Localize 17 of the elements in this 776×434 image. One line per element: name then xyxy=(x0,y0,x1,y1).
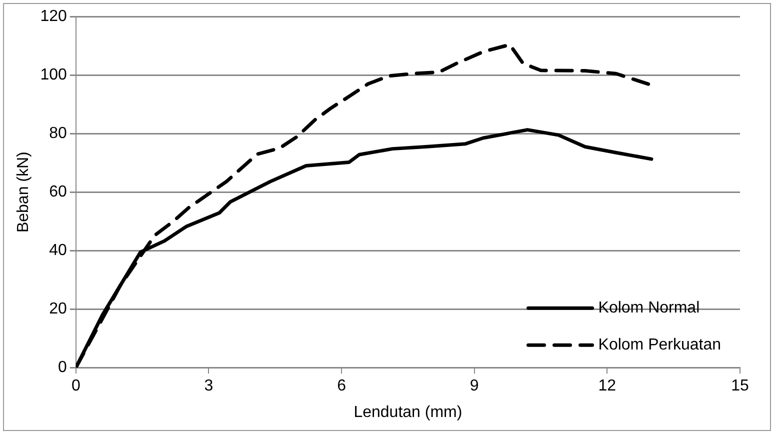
y-axis-title: Beban (kN) xyxy=(15,152,32,233)
legend-label: Kolom Perkuatan xyxy=(598,336,721,354)
x-axis-title: Lendutan (mm) xyxy=(354,404,462,421)
legend-label: Kolom Normal xyxy=(598,300,700,317)
x-tick-label: 12 xyxy=(598,378,616,395)
y-tick-label: 80 xyxy=(49,125,67,142)
x-tick-label: 6 xyxy=(337,378,346,395)
y-tick-label: 100 xyxy=(40,66,67,84)
y-tick-label: 40 xyxy=(49,242,67,260)
x-tick-label: 15 xyxy=(731,378,749,395)
y-tick-label: 20 xyxy=(49,300,67,318)
x-tick-label: 3 xyxy=(204,378,214,395)
y-tick-label: 60 xyxy=(49,184,67,201)
y-tick-label: 0 xyxy=(58,359,67,376)
x-tick-label: 0 xyxy=(71,378,80,395)
x-tick-label: 9 xyxy=(470,378,479,395)
y-tick-label: 120 xyxy=(40,8,67,26)
